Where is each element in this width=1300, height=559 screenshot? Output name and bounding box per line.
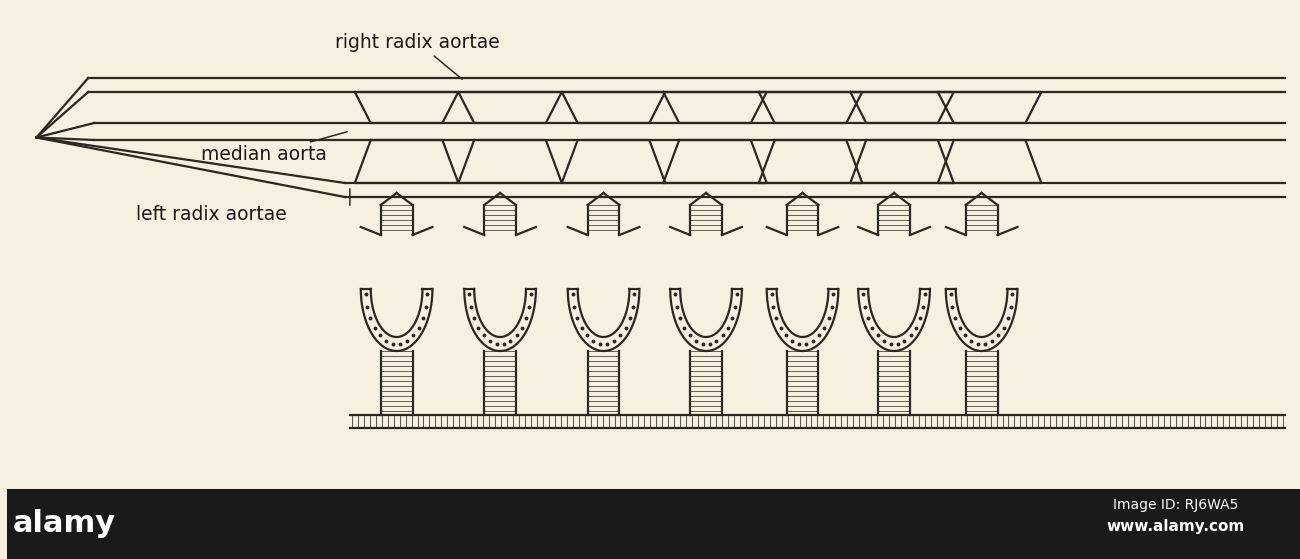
Text: right radix aortae: right radix aortae bbox=[335, 32, 499, 79]
Text: median aorta: median aorta bbox=[200, 132, 347, 164]
Text: alamy: alamy bbox=[13, 509, 116, 538]
Text: Image ID: RJ6WA5: Image ID: RJ6WA5 bbox=[1113, 498, 1239, 512]
Text: www.alamy.com: www.alamy.com bbox=[1106, 519, 1245, 534]
Text: left radix aortae: left radix aortae bbox=[136, 206, 287, 225]
Bar bbox=[6, 489, 1300, 559]
